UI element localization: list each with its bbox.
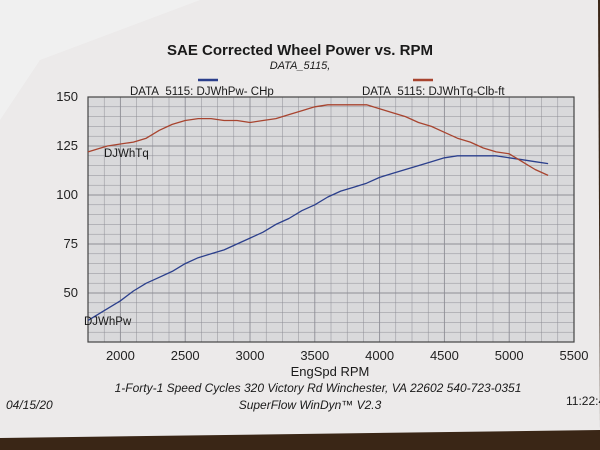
y-tick-label: 150 <box>56 89 78 104</box>
footer-date: 04/15/20 <box>6 398 53 412</box>
series-line-djwhpw <box>87 155 549 321</box>
x-axis-ticks: 2000 2500 3000 3500 4000 4500 5000 5500 <box>106 348 589 363</box>
legend-label-power: DATA_5115: DJWhPw- CHp <box>130 86 274 98</box>
chart-subtitle: DATA_5115, <box>270 60 331 72</box>
footer-time: 11:22:4 <box>566 394 600 408</box>
y-tick-label: 100 <box>56 187 78 202</box>
x-tick-label: 4500 <box>430 348 459 363</box>
y-tick-label: 50 <box>64 285 78 300</box>
x-tick-label: 5500 <box>560 348 589 363</box>
x-tick-label: 3500 <box>300 348 329 363</box>
x-tick-label: 3000 <box>236 348 265 363</box>
footer-business: 1-Forty-1 Speed Cycles 320 Victory Rd Wi… <box>115 381 522 395</box>
x-tick-label: 4000 <box>365 348 394 363</box>
x-axis-label: EngSpd RPM <box>291 364 370 379</box>
legend: DATA_5115: DJWhPw- CHp DATA_5115: DJWhTq… <box>130 78 505 98</box>
paper-glare <box>0 0 200 120</box>
series-line-djwhtq <box>87 104 549 176</box>
series-label-power: DJWhPw <box>84 316 132 328</box>
y-tick-label: 75 <box>64 236 78 251</box>
y-tick-label: 125 <box>56 138 78 153</box>
series-label-torque: DJWhTq <box>104 148 149 160</box>
legend-label-torque: DATA_5115: DJWhTq-Clb-ft <box>362 86 505 98</box>
series-layer <box>87 104 549 321</box>
plot-frame <box>87 96 575 343</box>
x-tick-label: 2000 <box>106 348 135 363</box>
footer-software: SuperFlow WinDyn™ V2.3 <box>239 398 382 412</box>
x-tick-label: 5000 <box>495 348 524 363</box>
y-axis-ticks: 50 75 100 125 150 <box>56 89 78 300</box>
x-tick-label: 2500 <box>171 348 200 363</box>
chart-title: SAE Corrected Wheel Power vs. RPM <box>167 42 433 59</box>
